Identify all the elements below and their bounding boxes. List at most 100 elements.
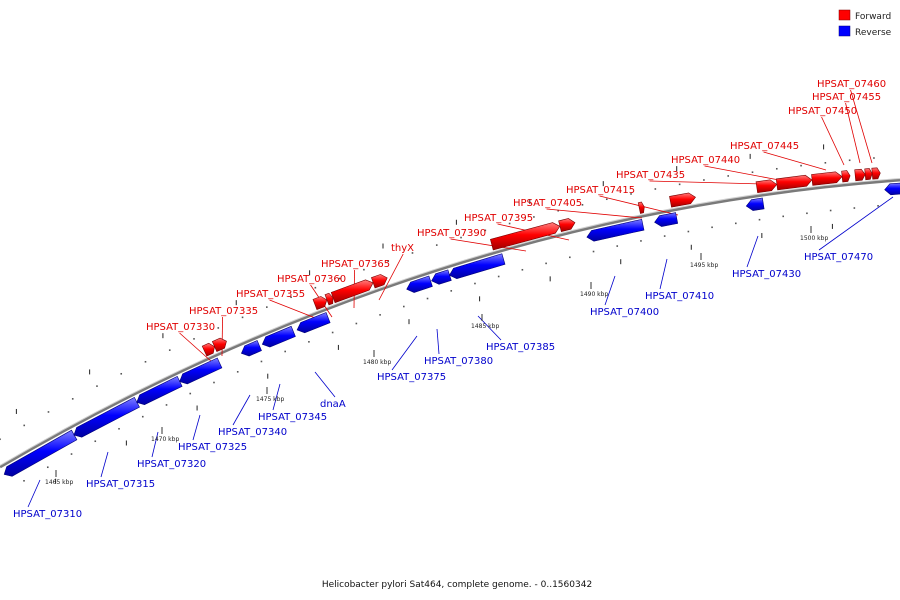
gene-label: HPSAT_07325 [178,442,247,453]
tick-dot [829,209,832,212]
tick-dot [727,175,730,177]
gene-label: HPSAT_07335 [189,306,258,317]
reverse-gene-arrow [240,340,262,357]
label-connector [221,316,223,357]
label-connector [763,151,827,171]
reverse-gene-arrow [884,182,900,196]
tick-dot [521,268,524,271]
forward-gene-arrow [871,167,881,180]
label-connector [151,431,159,458]
gene-label: HPSAT_07400 [590,307,659,318]
label-connector [314,371,336,398]
gene-label: HPSAT_07405 [513,198,582,209]
reverse-gene-arrow [448,253,506,280]
gene-label: HPSAT_07455 [812,92,881,103]
forward-gene-arrow [854,168,866,182]
tick-dot [508,222,511,225]
tick-dot [168,349,171,351]
label-connector [450,238,527,252]
label-connector [850,89,873,164]
tick-dot [592,250,595,253]
gene-label: HPSAT_07385 [486,342,555,353]
gene-label: HPSAT_07365 [321,259,390,270]
tick-dot [387,260,389,262]
tick-dot [403,305,405,308]
forward-gene-arrow [864,168,873,181]
legend-reverse-label: Reverse [855,28,892,38]
label-connector [179,332,213,363]
tick-dot [581,204,584,206]
gene-label: HPSAT_07375 [377,372,446,383]
gene-label: HPSAT_07345 [258,412,327,423]
forward-gene-arrow [324,292,334,306]
gene-label: HPSAT_07355 [236,289,305,300]
label-connector [604,275,616,306]
tick-dot [800,164,802,167]
tick-dot [266,306,268,308]
forward-gene-arrow [490,222,561,251]
label-connector [27,479,41,508]
scale-label: 1500 kbp [800,235,828,242]
gene-label: HPSAT_07440 [671,155,740,166]
gene-label: HPSAT_07450 [788,106,857,117]
tick-dot [290,296,292,299]
scale-label: 1465 kbp [45,479,73,486]
tick-dot [853,207,856,209]
tick-dot [751,171,754,174]
label-connectors [27,89,894,508]
tick-dot [654,188,657,190]
tick-dot [460,236,462,239]
label-connector [546,208,643,219]
scale-label: 1495 kbp [690,262,718,269]
tick-dot [758,218,761,221]
tick-dot [71,398,74,400]
tick-dot [213,381,215,384]
tick-dot [0,438,1,441]
gene-label: HPSAT_07410 [645,291,714,302]
tick-dot [687,230,690,233]
tick-dot [46,466,49,469]
legend: Forward Reverse [838,9,892,38]
tick-dot [331,331,334,334]
tick-dot [616,245,619,247]
tick-dot [663,235,666,237]
label-connector [845,102,861,164]
forward-gene-arrow [841,170,851,183]
tick-dot [189,392,192,395]
forward-gene-arrow [811,171,843,186]
tick-dot [569,256,571,259]
tick-dot [355,322,358,325]
reverse-gene-arrow [73,396,140,438]
legend-forward-label: Forward [855,12,891,22]
label-connector [272,383,281,411]
gene-label: dnaA [320,399,346,410]
gene-labels: HPSAT_07330 HPSAT_07335 HPSAT_07355 HPSAT_0… [13,79,886,520]
tick-dot [338,277,341,280]
forward-gene-arrow [371,274,388,289]
tick-dot [877,205,879,207]
gene-label: HPSAT_07390 [417,228,486,239]
tick-dot [314,286,317,289]
tick-dot [165,404,168,406]
tick-dot [23,479,25,482]
tick-dot [308,341,310,343]
tick-dot [497,275,500,278]
tick-dot [120,372,123,375]
scale-label: 1470 kbp [151,436,179,443]
label-connector [391,335,418,371]
gene-label: HPSAT_07330 [146,322,215,333]
label-connector [818,196,894,251]
tick-dot [23,424,26,427]
label-connector [192,414,201,441]
tick-dot [630,193,632,195]
gene-label: HPSAT_07470 [804,252,873,263]
gene-label: HPSAT_07310 [13,509,82,520]
forward-gene-arrow [201,342,215,357]
tick-dot [678,183,681,186]
forward-gene-arrow [330,279,374,304]
reverse-gene-arrow [3,429,78,477]
tick-dot [118,427,120,430]
scale-labels: 1465 kbp 1470 kbp 1475 kbp 1480 kbp 1485 kbp… [45,226,828,486]
forward-gene-arrow [637,201,645,214]
tick-dot [703,179,705,181]
